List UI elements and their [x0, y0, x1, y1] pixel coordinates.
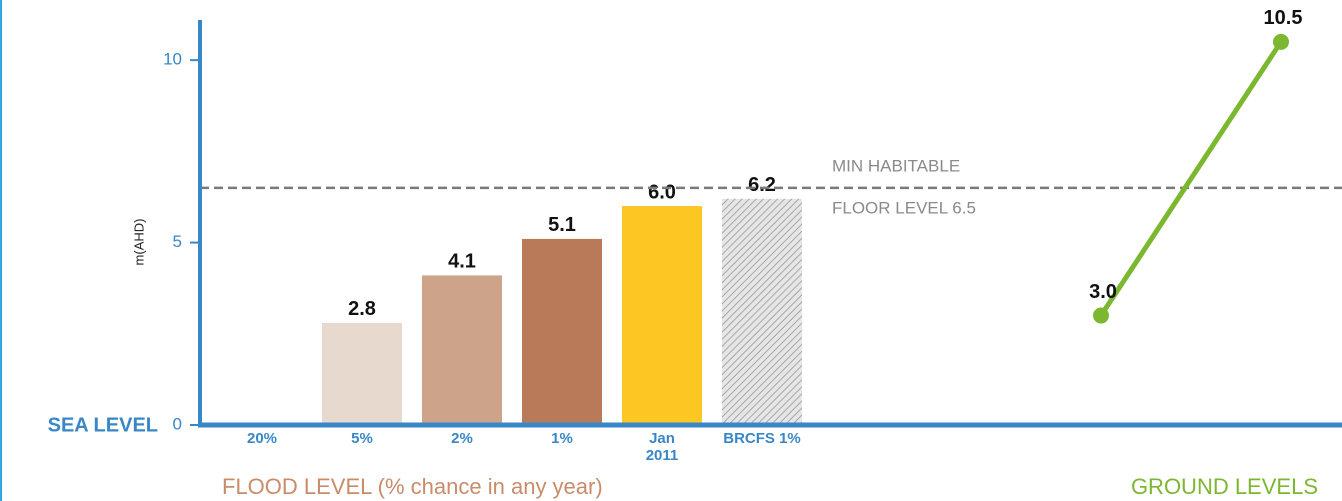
y-tick-label: 10 — [163, 50, 182, 69]
bar — [322, 322, 402, 425]
y-tick-label: 5 — [173, 232, 182, 251]
value-label: 5.1 — [548, 214, 576, 236]
line-legend-label: GROUND LEVELS — [1131, 474, 1318, 499]
value-label: 6.0 — [648, 181, 676, 203]
x-tick-label: BRCFS 1% — [723, 430, 801, 447]
x-tick-label: Jan 2011 — [645, 430, 679, 464]
value-label: 3.0 — [1089, 281, 1117, 303]
baseline-label: SEA LEVEL — [48, 414, 158, 436]
ground-point — [1093, 307, 1109, 324]
value-label: 2.8 — [348, 298, 376, 320]
bar — [722, 198, 802, 425]
ground-line — [1098, 40, 1284, 317]
y-axis-label: m(AHD) — [131, 219, 146, 266]
bar — [422, 275, 502, 425]
value-label: 10.5 — [1264, 7, 1303, 29]
x-axis-label: FLOOD LEVEL (% chance in any year) — [222, 474, 603, 499]
ground-point — [1273, 33, 1289, 50]
threshold-label: MIN HABITABLE — [832, 156, 960, 175]
value-label: 6.2 — [748, 174, 776, 196]
value-label: 4.1 — [448, 251, 476, 273]
x-tick-label: 1% — [551, 430, 573, 447]
y-tick-label: 0 — [173, 414, 182, 433]
bar — [522, 238, 602, 425]
x-tick-label: 20% — [246, 430, 278, 447]
bar — [622, 206, 702, 425]
x-tick-label: 5% — [351, 430, 373, 447]
x-tick-label: 2% — [451, 430, 473, 447]
threshold-label: FLOOR LEVEL 6.5 — [832, 198, 976, 217]
